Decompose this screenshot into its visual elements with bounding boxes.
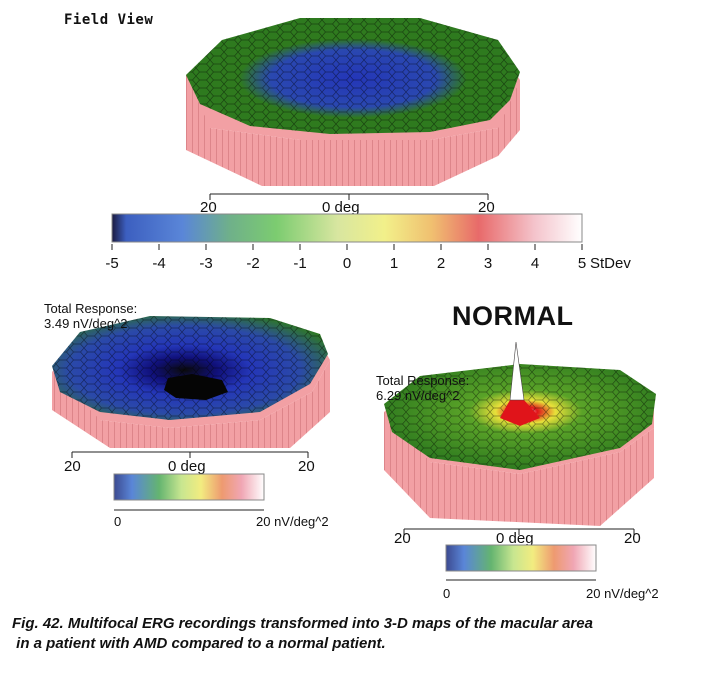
field-view-surface	[186, 18, 520, 186]
normal-scale-min: 0	[443, 586, 450, 601]
patient-total-response-label: Total Response:	[44, 301, 138, 316]
stdev-tick-label: -3	[199, 255, 212, 272]
stdev-tick-label: 3	[484, 255, 492, 272]
patient-total-response-value: 3.49 nV/deg^2	[44, 316, 128, 331]
stdev-tick-label: -1	[293, 255, 306, 272]
normal-3d-map	[384, 341, 656, 526]
stdev-tick-label: 5	[578, 255, 586, 272]
normal-axis-center: 0 deg	[496, 530, 534, 547]
caption-line-2: in a patient with AMD compared to a norm…	[12, 635, 386, 652]
field-view-title: Field View	[64, 12, 154, 28]
normal-color-bar	[445, 544, 597, 572]
stdev-tick-label: 4	[531, 255, 539, 272]
normal-axis-left: 20	[394, 530, 411, 547]
stdev-tick-label: 1	[390, 255, 398, 272]
patient-axis	[71, 451, 309, 458]
field-axis-center: 0 deg	[322, 199, 360, 216]
normal-title: NORMAL	[452, 301, 574, 331]
stdev-tick-label: 0	[343, 255, 351, 272]
patient-axis-left: 20	[64, 458, 81, 475]
normal-total-response-value: 6.29 nV/deg^2	[376, 388, 460, 403]
stdev-unit: StDev	[590, 255, 631, 272]
patient-axis-center: 0 deg	[168, 458, 206, 475]
patient-scale-min: 0	[114, 514, 121, 529]
patient-total-response: Total Response: 3.49 nV/deg^2	[44, 301, 137, 331]
patient-color-bar	[113, 473, 265, 501]
field-view-axis	[209, 193, 489, 200]
normal-axis	[403, 528, 635, 535]
field-axis-left: 20	[200, 199, 217, 216]
stdev-tick-label: -2	[246, 255, 259, 272]
stdev-tick-label: -4	[152, 255, 165, 272]
normal-axis-right: 20	[624, 530, 641, 547]
stdev-tick-label: -5	[105, 255, 118, 272]
normal-total-response: Total Response: 6.29 nV/deg^2	[376, 373, 469, 403]
patient-axis-right: 20	[298, 458, 315, 475]
stdev-tick-marks	[111, 244, 583, 250]
patient-3d-map	[52, 316, 330, 448]
normal-scale-max: 20 nV/deg^2	[586, 586, 659, 601]
field-axis-right: 20	[478, 199, 495, 216]
stdev-tick-label: 2	[437, 255, 445, 272]
stdev-color-bar	[111, 213, 583, 243]
normal-total-response-label: Total Response:	[376, 373, 470, 388]
caption-line-1: Fig. 42. Multifocal ERG recordings trans…	[12, 615, 593, 632]
stdev-tick-labels: -5 -4 -3 -2 -1 0 1 2 3 4 5	[105, 255, 586, 272]
figure-caption: Fig. 42. Multifocal ERG recordings trans…	[12, 614, 692, 654]
patient-scale-max: 20 nV/deg^2	[256, 514, 329, 529]
